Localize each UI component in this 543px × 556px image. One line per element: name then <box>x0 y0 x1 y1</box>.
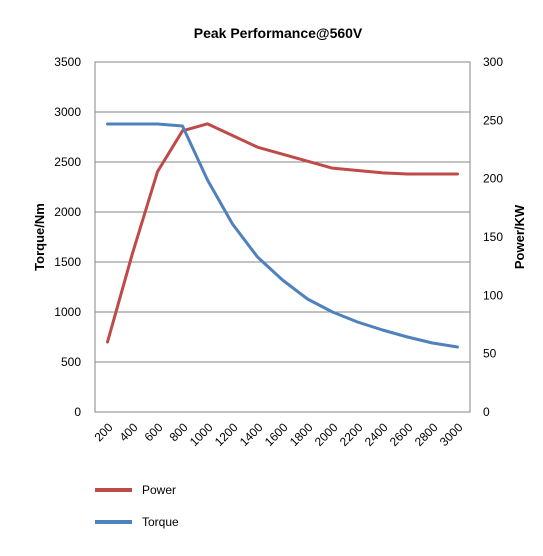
x-tick-label: 600 <box>142 420 166 444</box>
y-right-tick-label: 200 <box>483 172 503 186</box>
series-line-power <box>106 122 459 344</box>
legend-label-power: Power <box>142 483 176 497</box>
y-left-tick-label: 3500 <box>54 55 81 69</box>
x-tick-label: 2800 <box>412 420 441 449</box>
y-right-tick-label: 50 <box>483 347 497 361</box>
x-tick-label: 2200 <box>337 420 366 449</box>
y-left-tick-label: 3000 <box>54 105 81 119</box>
y-left-tick-label: 1500 <box>54 255 81 269</box>
x-tick-label: 1400 <box>237 420 266 449</box>
x-tick-label: 3000 <box>437 420 466 449</box>
y-left-tick-label: 2500 <box>54 155 81 169</box>
chart-title: Peak Performance@560V <box>194 25 363 41</box>
x-tick-label: 1000 <box>187 420 216 449</box>
y-left-tick-label: 0 <box>74 405 81 419</box>
x-tick-label: 2600 <box>387 420 416 449</box>
y-right-tick-label: 0 <box>483 405 490 419</box>
x-axis-ticks: 200 400 600 8001000120014001600180020002200… <box>92 420 466 449</box>
series-line-torque <box>106 122 459 349</box>
plot-area <box>94 61 471 413</box>
y-right-tick-label: 100 <box>483 288 503 302</box>
y-axis-right-title: Power/KW <box>512 204 527 269</box>
y-right-tick-label: 150 <box>483 230 503 244</box>
x-tick-label: 1800 <box>287 420 316 449</box>
series-lines <box>106 122 459 349</box>
y-axis-left-title: Torque/Nm <box>32 203 47 271</box>
y-left-tick-label: 500 <box>61 355 81 369</box>
y-left-tick-label: 2000 <box>54 205 81 219</box>
x-tick-label: 200 <box>92 420 116 444</box>
x-tick-label: 400 <box>117 420 141 444</box>
y-right-tick-label: 250 <box>483 113 503 127</box>
gridlines <box>95 111 470 363</box>
legend-label-torque: Torque <box>142 515 179 529</box>
right-axis-ticks: 0 50 100 150 200 250 300 <box>483 55 503 419</box>
left-axis-ticks: 0 500 1000 1500 2000 2500 3000 3500 <box>54 55 81 419</box>
legend: Power Torque <box>95 483 179 529</box>
y-right-tick-label: 300 <box>483 55 503 69</box>
y-left-tick-label: 1000 <box>54 305 81 319</box>
x-tick-label: 2000 <box>312 420 341 449</box>
x-tick-label: 2400 <box>362 420 391 449</box>
x-tick-label: 1600 <box>262 420 291 449</box>
x-tick-label: 1200 <box>212 420 241 449</box>
